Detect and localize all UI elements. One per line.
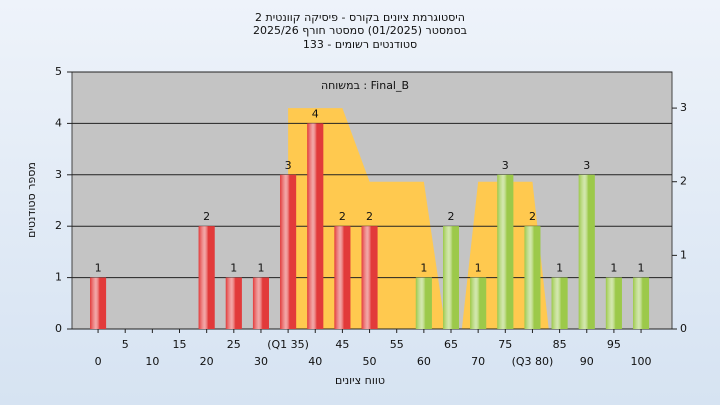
- value-label: 4: [312, 107, 319, 120]
- bar-shine: [605, 277, 622, 329]
- y-tick-label: 3: [55, 168, 62, 181]
- bar-shine: [361, 226, 378, 329]
- value-label: 1: [257, 262, 264, 275]
- x-tick-label: 50: [363, 355, 377, 368]
- x-tick-label: 10: [145, 355, 159, 368]
- x-tick-label: 0: [95, 355, 102, 368]
- bar-shine: [470, 277, 487, 329]
- value-label: 1: [638, 262, 645, 275]
- y-tick-label: 1: [55, 271, 62, 284]
- value-label: 1: [95, 262, 102, 275]
- value-label: 1: [230, 262, 237, 275]
- x-tick-label: 75: [498, 338, 512, 351]
- bar-shine: [252, 277, 269, 329]
- x-tick-label: (Q3 80): [512, 355, 554, 368]
- chart-title: היסטוגרמת ציונים בקורס - פיסיקה קוונטית …: [255, 11, 465, 24]
- x-tick-label: 40: [308, 355, 322, 368]
- x-tick-label: 55: [390, 338, 404, 351]
- value-label: 1: [556, 262, 563, 275]
- value-label: 1: [610, 262, 617, 275]
- y2-tick-label: 2: [680, 175, 687, 188]
- x-tick-label: 25: [227, 338, 241, 351]
- value-label: 3: [502, 159, 509, 172]
- bar-shine: [334, 226, 351, 329]
- bar-shine: [198, 226, 215, 329]
- value-label: 3: [285, 159, 292, 172]
- y-tick-label: 4: [55, 116, 62, 129]
- y2-tick-label: 3: [680, 101, 687, 114]
- x-tick-label: 90: [580, 355, 594, 368]
- value-label: 1: [475, 262, 482, 275]
- bar-shine: [443, 226, 460, 329]
- area: [288, 108, 549, 329]
- value-label: 3: [583, 159, 590, 172]
- bar-shine: [578, 174, 595, 329]
- value-label: 2: [448, 210, 455, 223]
- bar-shine: [225, 277, 242, 329]
- x-tick-label: 30: [254, 355, 268, 368]
- bar-shine: [415, 277, 432, 329]
- value-label: 2: [529, 210, 536, 223]
- y-tick-label: 0: [55, 322, 62, 335]
- x-tick-label: 45: [335, 338, 349, 351]
- x-tick-label: 70: [471, 355, 485, 368]
- value-label: 2: [339, 210, 346, 223]
- y-axis-label: מספר סטודנטים: [25, 162, 38, 238]
- x-tick-label: 65: [444, 338, 458, 351]
- y2-tick-label: 0: [680, 322, 687, 335]
- value-label: 1: [420, 262, 427, 275]
- y-tick-label: 5: [55, 65, 62, 78]
- y2-tick-label: 1: [680, 248, 687, 261]
- x-tick-label: 85: [553, 338, 567, 351]
- x-tick-label: 95: [607, 338, 621, 351]
- bar-shine: [524, 226, 541, 329]
- x-tick-label: 60: [417, 355, 431, 368]
- annotation: במשוחה : Final_B: [321, 79, 409, 92]
- y-tick-label: 2: [55, 219, 62, 232]
- bar-shine: [633, 277, 650, 329]
- x-axis-label: טווח ציונים: [335, 374, 385, 387]
- x-tick-label: (Q1 35): [267, 338, 309, 351]
- chart-subtitle: בסמסטר (01/2025) סמסטר חורף 2025/26: [253, 24, 467, 37]
- x-tick-label: 15: [173, 338, 187, 351]
- x-tick-label: 100: [631, 355, 652, 368]
- chart-subtitle: סטודנטים רשומים - 133: [303, 38, 417, 51]
- x-tick-label: 20: [200, 355, 214, 368]
- bar-shine: [551, 277, 568, 329]
- value-label: 2: [203, 210, 210, 223]
- bar-shine: [280, 174, 297, 329]
- bar-shine: [90, 277, 107, 329]
- value-label: 2: [366, 210, 373, 223]
- x-tick-label: 5: [122, 338, 129, 351]
- bar-shine: [307, 123, 324, 330]
- bar-shine: [497, 174, 514, 329]
